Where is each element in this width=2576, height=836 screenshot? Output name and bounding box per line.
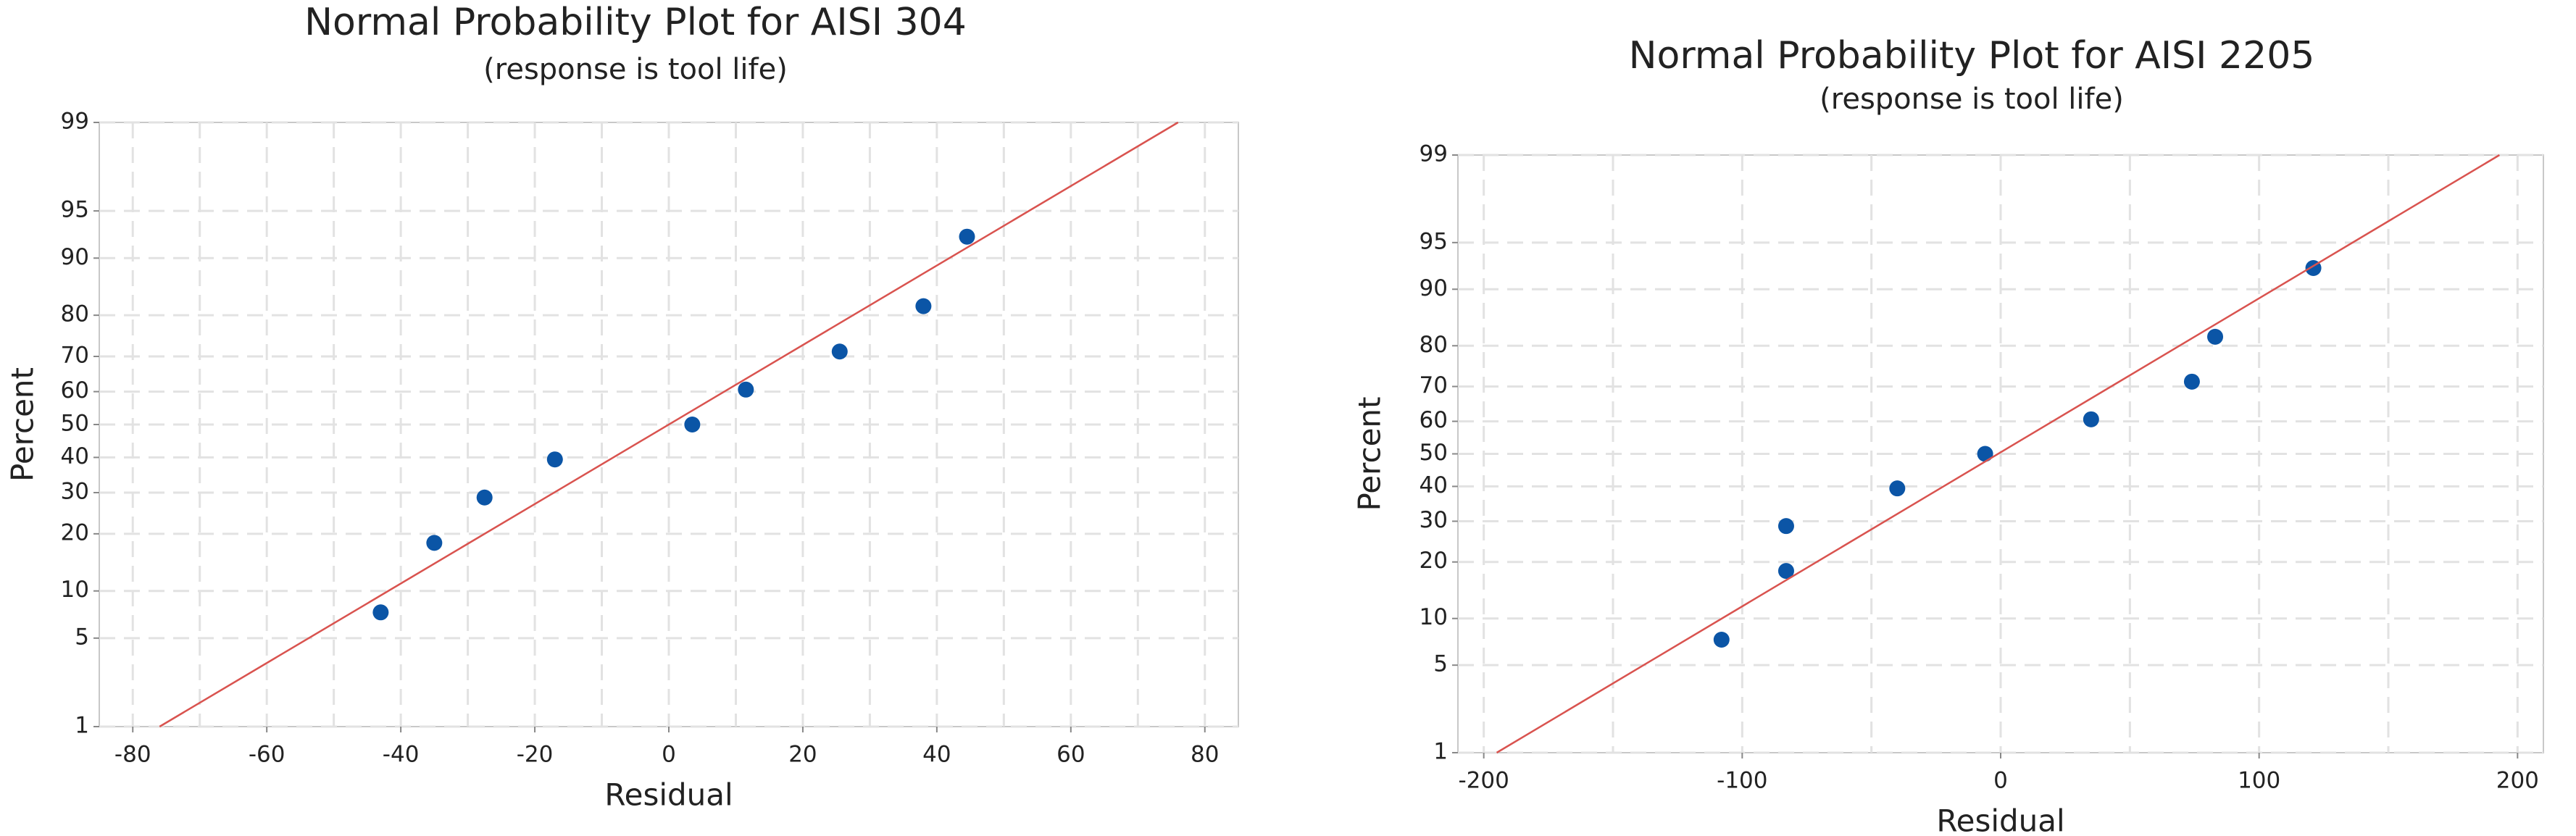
plot: Normal Probability Plot for AISI 304 (res…: [5, 1, 1239, 813]
y-tick-label: 5: [75, 624, 89, 650]
fit-line: [1496, 154, 2501, 754]
x-tick-label: 200: [2496, 768, 2539, 794]
data-point: [1713, 632, 1730, 648]
x-tick-label: 20: [788, 742, 817, 768]
x-tick-label: -200: [1458, 768, 1509, 794]
y-tick-label: 30: [61, 478, 89, 504]
data-point: [426, 535, 443, 551]
y-tick-label: 70: [61, 343, 89, 369]
data-point: [1889, 480, 1906, 497]
y-tick-label: 60: [1420, 407, 1448, 433]
y-tick-label: 80: [61, 301, 89, 327]
plot: Normal Probability Plot for AISI 2205 (re…: [1352, 34, 2544, 836]
data-point: [546, 451, 563, 468]
y-tick-label: 1: [1433, 739, 1448, 765]
y-tick-label: 99: [61, 109, 89, 135]
y-axis-label: Percent: [1352, 396, 1388, 511]
x-tick-label: -40: [383, 742, 420, 768]
x-tick-label: -20: [517, 742, 554, 768]
y-tick-label: 30: [1420, 507, 1448, 533]
chart-subtitle: (response is tool life): [1820, 83, 2124, 116]
y-tick-label: 60: [61, 377, 89, 404]
data-point: [684, 417, 701, 432]
data-point: [372, 604, 389, 621]
x-tick-label: 100: [2238, 768, 2280, 794]
x-axis-label: Residual: [604, 777, 733, 813]
y-tick-label: 95: [61, 197, 89, 223]
y-axis-label: Percent: [5, 367, 41, 482]
data-point: [2183, 373, 2200, 390]
data-point: [1777, 563, 1794, 580]
y-tick-label: 90: [1420, 275, 1448, 301]
data-point: [2207, 328, 2224, 345]
y-tick-label: 40: [1420, 472, 1448, 498]
data-point: [738, 381, 754, 398]
chart-subtitle: (response is tool life): [483, 53, 788, 86]
y-tick-label: 80: [1420, 332, 1448, 358]
y-tick-label: 95: [1420, 228, 1448, 254]
y-tick-label: 5: [1433, 651, 1448, 677]
x-tick-label: 80: [1191, 742, 1219, 768]
data-point: [1777, 518, 1794, 535]
y-tick-label: 50: [61, 411, 89, 437]
x-tick-label: 0: [662, 742, 676, 768]
y-tick-label: 70: [1420, 372, 1448, 398]
y-tick-label: 99: [1420, 141, 1448, 167]
data-point: [2083, 411, 2099, 427]
y-tick-label: 20: [61, 519, 89, 546]
y-tick-label: 50: [1420, 440, 1448, 466]
y-tick-label: 90: [61, 244, 89, 270]
x-tick-label: 40: [922, 742, 951, 768]
data-point: [959, 228, 975, 245]
x-axis-label: Residual: [1936, 803, 2064, 836]
data-point: [476, 489, 493, 506]
y-tick-label: 40: [61, 443, 89, 469]
x-tick-label: -60: [249, 742, 285, 768]
fit-line: [159, 121, 1179, 728]
y-tick-label: 10: [61, 577, 89, 603]
y-tick-label: 10: [1420, 604, 1448, 630]
data-point: [915, 298, 932, 314]
y-tick-label: 1: [75, 713, 89, 739]
x-tick-label: -100: [1717, 768, 1767, 794]
x-tick-label: 0: [1993, 768, 2008, 794]
y-tick-label: 20: [1420, 548, 1448, 574]
x-tick-label: 60: [1056, 742, 1085, 768]
x-tick-label: -80: [114, 742, 151, 768]
chart-title: Normal Probability Plot for AISI 2205: [1629, 34, 2315, 78]
chart-title: Normal Probability Plot for AISI 304: [304, 1, 967, 44]
data-point: [1977, 446, 1993, 462]
data-point: [831, 343, 848, 360]
